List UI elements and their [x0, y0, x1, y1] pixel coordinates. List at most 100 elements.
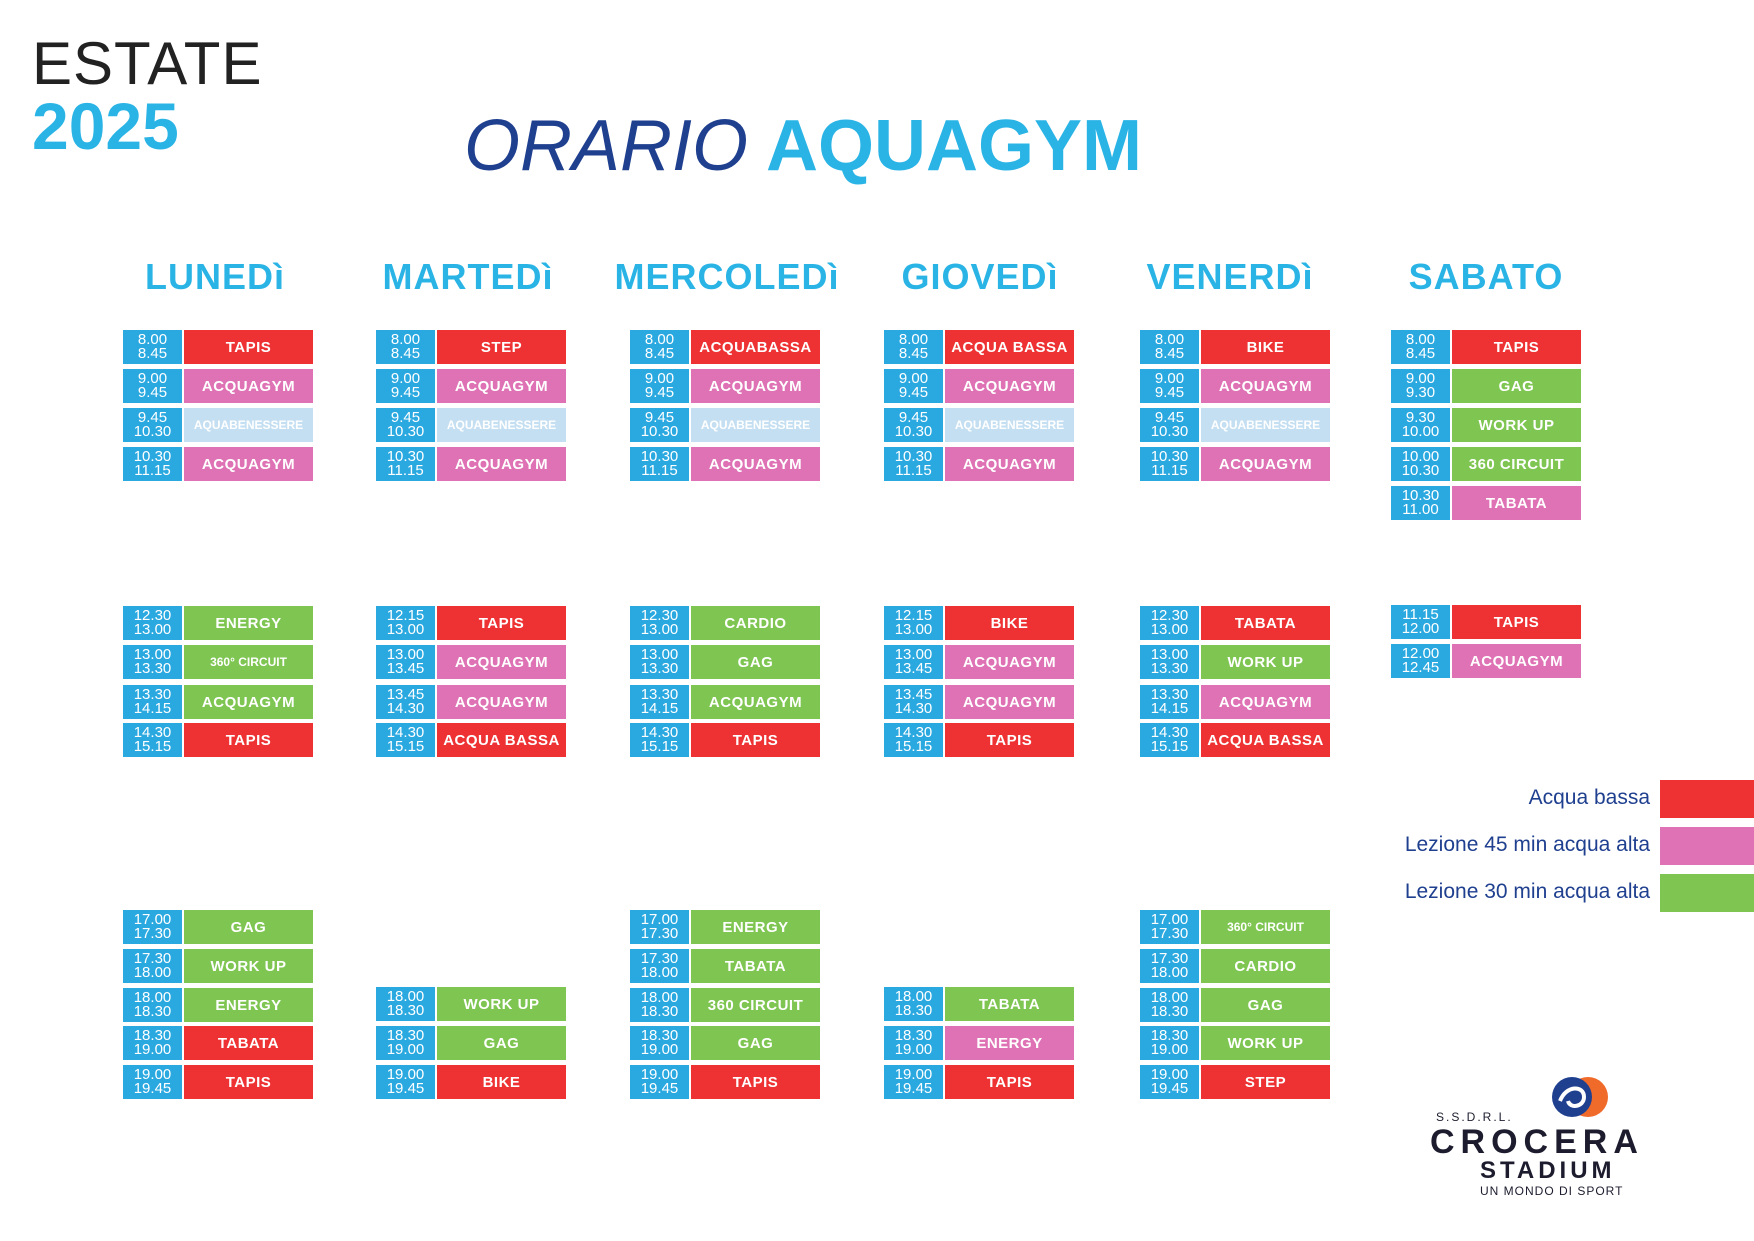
slot-start-time: 13.45 — [386, 686, 425, 703]
slot-time: 18.30 19.00 — [884, 1026, 943, 1060]
slot-start-time: 14.30 — [640, 724, 679, 741]
schedule-slot: 17.30 18.00 TABATA — [630, 949, 820, 983]
slot-time: 17.30 18.00 — [630, 949, 689, 983]
slot-start-time: 18.30 — [640, 1027, 679, 1044]
slot-end-time: 9.45 — [390, 384, 421, 401]
schedule-slot: 14.30 15.15 TAPIS — [123, 723, 313, 757]
slot-start-time: 10.30 — [894, 448, 933, 465]
slot-class: ACQUAGYM — [1452, 644, 1581, 678]
slot-end-time: 12.45 — [1401, 659, 1440, 676]
schedule-slot: 12.00 12.45 ACQUAGYM — [1391, 644, 1581, 678]
slot-class: GAG — [1201, 988, 1330, 1022]
slot-time: 8.00 8.45 — [376, 330, 435, 364]
slot-start-time: 9.00 — [1405, 370, 1436, 387]
schedule-slot: 10.30 11.15 ACQUAGYM — [630, 447, 820, 481]
slot-time: 18.00 18.30 — [884, 987, 943, 1021]
schedule-slot: 19.00 19.45 TAPIS — [884, 1065, 1074, 1099]
slot-time: 10.30 11.00 — [1391, 486, 1450, 520]
slot-start-time: 8.00 — [390, 331, 421, 348]
slot-time: 9.45 10.30 — [123, 408, 182, 442]
slot-time: 9.00 9.45 — [630, 369, 689, 403]
schedule-slot: 18.30 19.00 ENERGY — [884, 1026, 1074, 1060]
slot-start-time: 18.00 — [1150, 989, 1189, 1006]
slot-class: ACQUAGYM — [1201, 685, 1330, 719]
schedule-slot: 9.45 10.30 AQUABENESSERE — [376, 408, 566, 442]
slot-time: 12.30 13.00 — [1140, 606, 1199, 640]
slot-start-time: 18.00 — [894, 988, 933, 1005]
slot-time: 12.30 13.00 — [123, 606, 182, 640]
schedule-slot: 13.00 13.30 GAG — [630, 645, 820, 679]
slot-class: TAPIS — [691, 1065, 820, 1099]
slot-time: 13.45 14.30 — [884, 685, 943, 719]
schedule-slot: 14.30 15.15 TAPIS — [884, 723, 1074, 757]
slot-start-time: 17.00 — [133, 911, 172, 928]
slot-time: 12.30 13.00 — [630, 606, 689, 640]
slot-class: ACQUAGYM — [945, 447, 1074, 481]
slot-time: 13.45 14.30 — [376, 685, 435, 719]
slot-time: 13.30 14.15 — [123, 685, 182, 719]
schedule-slot: 9.45 10.30 AQUABENESSERE — [630, 408, 820, 442]
slot-end-time: 8.45 — [898, 345, 929, 362]
slot-class: AQUABENESSERE — [945, 408, 1074, 442]
slot-time: 13.00 13.30 — [630, 645, 689, 679]
slot-class: ACQUAGYM — [691, 369, 820, 403]
logo-tagline: UN MONDO DI SPORT — [1480, 1184, 1624, 1198]
slot-start-time: 14.30 — [133, 724, 172, 741]
slot-end-time: 18.00 — [133, 964, 172, 981]
slot-time: 14.30 15.15 — [123, 723, 182, 757]
schedule-slot: 13.30 14.15 ACQUAGYM — [630, 685, 820, 719]
slot-class: ACQUAGYM — [184, 369, 313, 403]
slot-class: 360° CIRCUIT — [1201, 910, 1330, 944]
slot-class: ACQUA BASSA — [1201, 723, 1330, 757]
slot-start-time: 12.30 — [133, 607, 172, 624]
slot-time: 17.30 18.00 — [123, 949, 182, 983]
slot-time: 13.30 14.15 — [1140, 685, 1199, 719]
slot-end-time: 13.00 — [1150, 621, 1189, 638]
slot-time: 10.30 11.15 — [376, 447, 435, 481]
season-label: ESTATE — [32, 30, 263, 97]
slot-class: TAPIS — [945, 723, 1074, 757]
slot-end-time: 14.15 — [640, 700, 679, 717]
slot-time: 9.45 10.30 — [1140, 408, 1199, 442]
slot-time: 13.00 13.30 — [1140, 645, 1199, 679]
slot-start-time: 10.30 — [386, 448, 425, 465]
slot-class: ACQUAGYM — [945, 369, 1074, 403]
legend-swatch — [1660, 827, 1754, 865]
schedule-slot: 12.15 13.00 TAPIS — [376, 606, 566, 640]
slot-time: 18.30 19.00 — [1140, 1026, 1199, 1060]
slot-end-time: 9.45 — [644, 384, 675, 401]
slot-end-time: 13.30 — [133, 660, 172, 677]
slot-time: 17.30 18.00 — [1140, 949, 1199, 983]
slot-start-time: 9.00 — [898, 370, 929, 387]
schedule-slot: 18.00 18.30 GAG — [1140, 988, 1330, 1022]
slot-end-time: 15.15 — [1150, 738, 1189, 755]
slot-end-time: 8.45 — [1405, 345, 1436, 362]
slot-start-time: 10.30 — [640, 448, 679, 465]
slot-class: ACQUA BASSA — [437, 723, 566, 757]
slot-class: ACQUAGYM — [1201, 369, 1330, 403]
slot-time: 18.30 19.00 — [123, 1026, 182, 1060]
slot-end-time: 18.30 — [640, 1003, 679, 1020]
slot-end-time: 8.45 — [644, 345, 675, 362]
slot-end-time: 9.30 — [1405, 384, 1436, 401]
slot-start-time: 18.00 — [640, 989, 679, 1006]
slot-end-time: 13.00 — [640, 621, 679, 638]
schedule-slot: 8.00 8.45 TAPIS — [1391, 330, 1581, 364]
schedule-slot: 9.45 10.30 AQUABENESSERE — [1140, 408, 1330, 442]
slot-end-time: 11.15 — [387, 462, 424, 479]
slot-class: ACQUAGYM — [437, 369, 566, 403]
slot-time: 12.15 13.00 — [376, 606, 435, 640]
day-header: VENERDì — [1146, 256, 1314, 297]
slot-end-time: 14.30 — [894, 700, 933, 717]
slot-time: 10.30 11.15 — [630, 447, 689, 481]
slot-start-time: 10.30 — [1150, 448, 1189, 465]
slot-end-time: 11.00 — [1402, 501, 1439, 518]
slot-class: WORK UP — [1201, 1026, 1330, 1060]
slot-class: STEP — [1201, 1065, 1330, 1099]
schedule-slot: 9.00 9.45 ACQUAGYM — [1140, 369, 1330, 403]
slot-class: CARDIO — [1201, 949, 1330, 983]
slot-end-time: 19.45 — [133, 1080, 172, 1097]
slot-class: TABATA — [1452, 486, 1581, 520]
slot-start-time: 13.30 — [133, 686, 172, 703]
slot-class: ACQUAGYM — [437, 685, 566, 719]
